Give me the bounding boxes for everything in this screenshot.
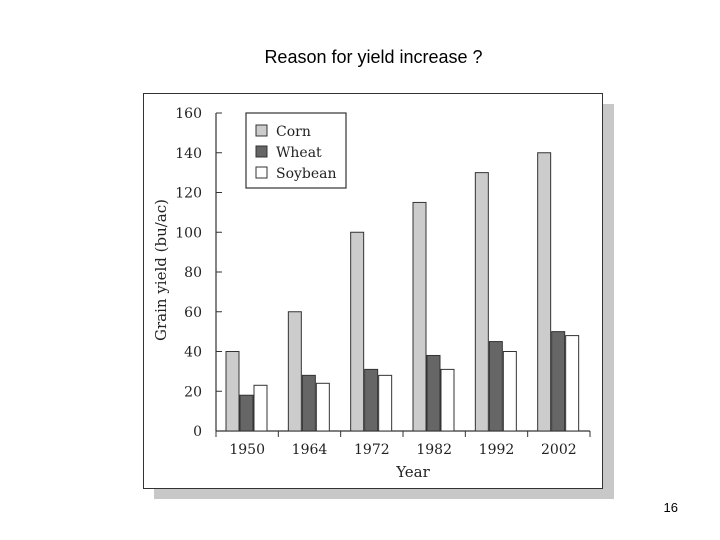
bar-corn-2002 xyxy=(537,152,552,432)
bar-soybean-1972 xyxy=(378,374,393,432)
y-tick-label: 140 xyxy=(175,146,202,162)
legend-label-corn: Corn xyxy=(276,124,311,140)
slide-title: Reason for yield increase ? xyxy=(264,47,483,67)
x-tick-label: 1972 xyxy=(354,442,390,458)
bar-wheat-1972 xyxy=(364,368,379,432)
y-tick-label: 0 xyxy=(193,424,202,440)
y-tick-label: 40 xyxy=(184,345,202,361)
bar-corn-1964 xyxy=(287,311,302,432)
x-tick-label: 1950 xyxy=(229,442,265,458)
bar-wheat-1982 xyxy=(426,354,441,432)
y-tick-label: 100 xyxy=(175,225,202,241)
x-axis-title: Year xyxy=(395,463,430,481)
bar-soybean-2002 xyxy=(565,335,580,432)
bar-corn-1982 xyxy=(412,201,427,432)
bar-corn-1972 xyxy=(350,231,365,432)
x-tick-label: 1982 xyxy=(416,442,452,458)
bar-corn-1992 xyxy=(474,172,489,432)
x-tick-label: 2002 xyxy=(541,442,577,458)
slide-number: 16 xyxy=(663,500,678,515)
bar-soybean-1992 xyxy=(502,351,517,432)
bar-corn-1950 xyxy=(225,351,240,432)
bar-wheat-2002 xyxy=(551,331,566,432)
bar-soybean-1982 xyxy=(440,368,455,432)
x-tick-label: 1992 xyxy=(479,442,515,458)
bar-soybean-1964 xyxy=(315,382,330,432)
y-tick-label: 60 xyxy=(184,305,202,321)
bar-wheat-1964 xyxy=(301,374,316,432)
y-tick-label: 120 xyxy=(175,186,202,202)
legend-label-wheat: Wheat xyxy=(276,145,322,161)
bar-wheat-1992 xyxy=(488,341,503,432)
y-tick-label: 20 xyxy=(184,384,202,400)
bar-wheat-1950 xyxy=(239,394,254,432)
legend-swatch-corn xyxy=(255,124,268,137)
y-tick-label: 80 xyxy=(184,265,202,281)
legend-label-soybean: Soybean xyxy=(276,166,337,182)
legend-swatch-soybean xyxy=(255,166,268,179)
legend-swatch-wheat xyxy=(255,145,268,158)
bar-soybean-1950 xyxy=(253,384,268,432)
y-tick-label: 160 xyxy=(175,106,202,122)
x-tick-label: 1964 xyxy=(292,442,328,458)
y-axis-title: Grain yield (bu/ac) xyxy=(152,199,170,341)
